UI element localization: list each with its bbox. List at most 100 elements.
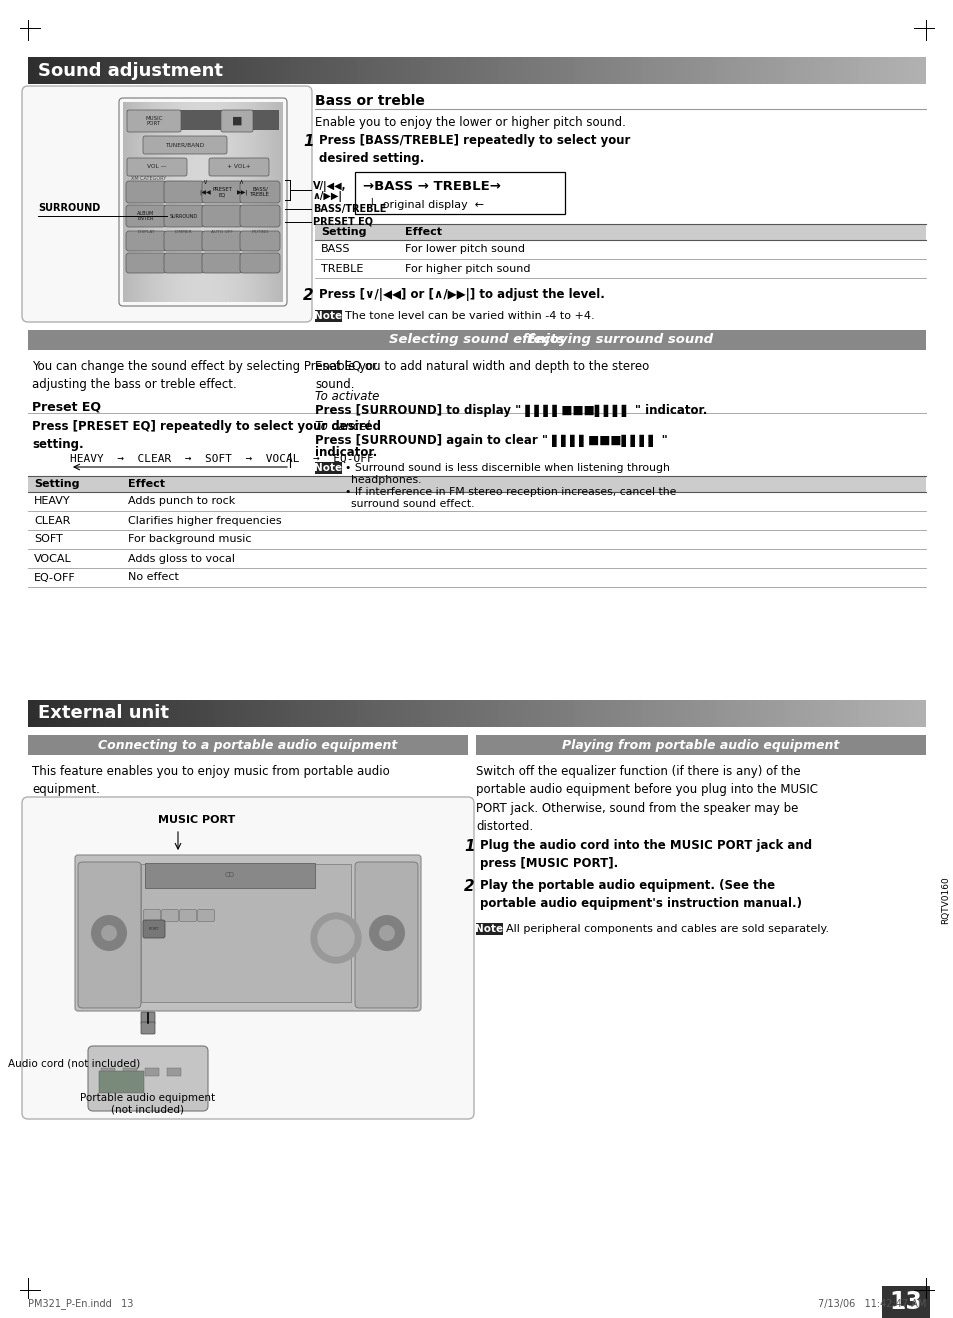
Text: 7/13/06   11:42:47 AM: 7/13/06 11:42:47 AM bbox=[817, 1300, 925, 1309]
Bar bbox=[233, 101, 234, 302]
Bar bbox=[137, 101, 138, 302]
Text: indicator.: indicator. bbox=[314, 445, 376, 459]
Bar bbox=[174, 101, 175, 302]
Text: DISPLAY: DISPLAY bbox=[137, 231, 154, 235]
Bar bbox=[821, 700, 828, 728]
Bar bbox=[253, 57, 260, 84]
Bar bbox=[342, 700, 350, 728]
Text: Portable audio equipment
(not included): Portable audio equipment (not included) bbox=[80, 1093, 215, 1115]
Bar bbox=[131, 101, 132, 302]
Text: surround sound effect.: surround sound effect. bbox=[351, 500, 474, 509]
FancyBboxPatch shape bbox=[127, 158, 187, 177]
Bar bbox=[103, 700, 111, 728]
Bar bbox=[184, 101, 185, 302]
Text: Plug the audio cord into the MUSIC PORT jack and
press [MUSIC PORT].: Plug the audio cord into the MUSIC PORT … bbox=[479, 840, 811, 870]
Text: No effect: No effect bbox=[128, 572, 179, 583]
Bar bbox=[551, 700, 559, 728]
FancyBboxPatch shape bbox=[209, 158, 269, 177]
Bar bbox=[66, 57, 73, 84]
Bar bbox=[813, 57, 821, 84]
Bar bbox=[603, 57, 612, 84]
Text: Note: Note bbox=[314, 463, 342, 473]
Bar bbox=[169, 101, 170, 302]
Bar bbox=[193, 101, 194, 302]
Bar bbox=[173, 101, 174, 302]
Bar bbox=[149, 101, 150, 302]
Bar bbox=[424, 700, 432, 728]
Bar bbox=[558, 57, 567, 84]
Bar bbox=[611, 57, 619, 84]
Text: To activate: To activate bbox=[314, 390, 379, 403]
Bar bbox=[581, 700, 589, 728]
Text: Enable you to add natural width and depth to the stereo
sound.: Enable you to add natural width and dept… bbox=[314, 360, 649, 391]
Bar bbox=[461, 700, 470, 728]
Text: PORT: PORT bbox=[149, 927, 159, 931]
Text: BASS: BASS bbox=[320, 245, 350, 254]
Bar bbox=[170, 101, 171, 302]
Bar bbox=[230, 101, 231, 302]
Bar bbox=[185, 700, 193, 728]
Text: Bass or treble: Bass or treble bbox=[314, 94, 424, 108]
Bar bbox=[492, 57, 499, 84]
Bar bbox=[753, 57, 761, 84]
Bar bbox=[656, 57, 664, 84]
Bar bbox=[125, 700, 133, 728]
Bar bbox=[156, 101, 157, 302]
Bar bbox=[910, 700, 918, 728]
Bar bbox=[159, 101, 160, 302]
Bar bbox=[842, 700, 851, 728]
Text: PRESET
EQ: PRESET EQ bbox=[212, 187, 232, 198]
Text: 1: 1 bbox=[303, 134, 314, 149]
Text: To cancel: To cancel bbox=[314, 420, 370, 434]
Circle shape bbox=[311, 913, 360, 963]
Text: Effect: Effect bbox=[128, 478, 165, 489]
Bar bbox=[813, 700, 821, 728]
Bar bbox=[305, 57, 313, 84]
Bar bbox=[268, 101, 269, 302]
Text: ∧/▶▶|: ∧/▶▶| bbox=[313, 191, 343, 202]
Bar bbox=[153, 101, 154, 302]
Bar bbox=[492, 700, 499, 728]
Text: Preset EQ: Preset EQ bbox=[32, 399, 101, 413]
Bar bbox=[529, 700, 537, 728]
Text: MUSIC PORT: MUSIC PORT bbox=[158, 815, 235, 825]
Text: ∨: ∨ bbox=[202, 179, 208, 185]
Bar bbox=[424, 57, 432, 84]
Bar bbox=[272, 101, 273, 302]
Bar bbox=[181, 101, 182, 302]
Bar bbox=[790, 57, 799, 84]
Bar bbox=[117, 700, 126, 728]
Bar bbox=[146, 101, 147, 302]
Bar bbox=[566, 57, 574, 84]
Bar bbox=[124, 101, 125, 302]
FancyBboxPatch shape bbox=[240, 181, 280, 203]
Bar bbox=[297, 700, 305, 728]
Bar bbox=[745, 700, 754, 728]
Circle shape bbox=[317, 920, 354, 956]
Bar bbox=[693, 700, 701, 728]
Bar bbox=[237, 57, 245, 84]
Text: • Surround sound is less discernible when listening through: • Surround sound is less discernible whe… bbox=[345, 463, 669, 473]
Text: TREBLE: TREBLE bbox=[320, 264, 363, 274]
FancyBboxPatch shape bbox=[75, 855, 420, 1011]
Bar bbox=[211, 101, 212, 302]
Bar bbox=[836, 57, 843, 84]
Bar bbox=[241, 101, 242, 302]
FancyBboxPatch shape bbox=[202, 253, 242, 273]
Bar bbox=[145, 1068, 159, 1075]
Bar bbox=[634, 700, 641, 728]
Bar bbox=[476, 57, 484, 84]
Bar bbox=[319, 700, 328, 728]
Bar bbox=[145, 101, 146, 302]
Bar bbox=[72, 57, 81, 84]
Bar bbox=[314, 463, 341, 474]
Bar bbox=[282, 57, 290, 84]
Bar bbox=[342, 57, 350, 84]
Bar bbox=[265, 101, 266, 302]
Bar bbox=[327, 700, 335, 728]
Bar bbox=[597, 57, 604, 84]
Bar bbox=[679, 57, 686, 84]
Bar bbox=[499, 700, 507, 728]
Bar bbox=[805, 57, 814, 84]
FancyBboxPatch shape bbox=[240, 253, 280, 273]
